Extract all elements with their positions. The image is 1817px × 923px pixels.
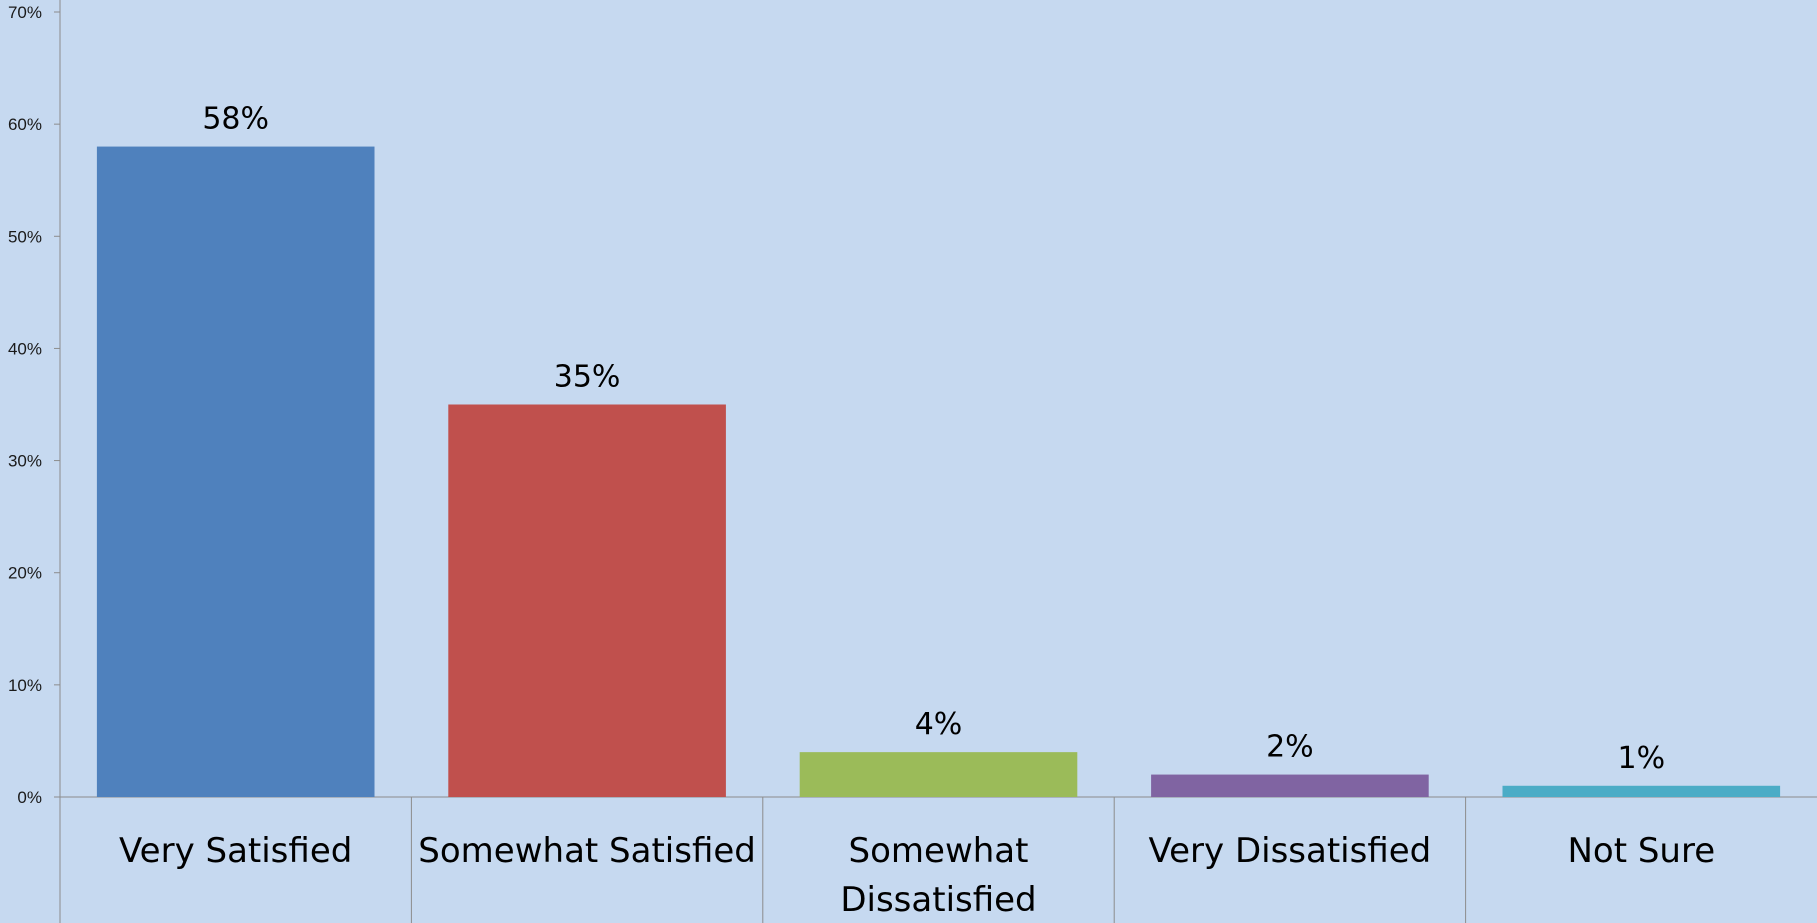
x-tick-label: Somewhat	[849, 831, 1029, 871]
y-tick-label: 50%	[8, 227, 42, 246]
y-tick-label: 60%	[8, 115, 42, 134]
y-tick-label: 0%	[17, 788, 42, 807]
x-tick-label: Very Satisfied	[119, 831, 352, 871]
y-tick-label: 10%	[8, 676, 42, 695]
x-tick-label: Very Dissatisfied	[1149, 831, 1432, 871]
y-tick-label: 70%	[8, 3, 42, 22]
bar	[448, 404, 726, 797]
bar-value-label: 2%	[1266, 730, 1314, 765]
y-tick-label: 40%	[8, 339, 42, 358]
bar	[1502, 785, 1781, 797]
bars	[96, 146, 1781, 798]
y-tick-label: 30%	[8, 452, 42, 471]
bar	[96, 146, 375, 798]
bar	[1151, 774, 1429, 797]
bar-value-label: 35%	[554, 360, 621, 395]
x-tick-label: Not Sure	[1567, 831, 1715, 871]
x-tick-label: Somewhat Satisfied	[418, 831, 756, 871]
bar-value-label: 1%	[1618, 741, 1666, 776]
bar	[799, 752, 1078, 797]
bar-value-label: 58%	[202, 102, 269, 137]
bar-value-label: 4%	[915, 707, 963, 742]
data-labels: 58% Very Satisfied 35% Somewhat Satisfied 4%…	[119, 102, 1715, 920]
x-tick-label: Dissatisfied	[840, 880, 1036, 920]
y-tick-label: 20%	[8, 564, 42, 583]
